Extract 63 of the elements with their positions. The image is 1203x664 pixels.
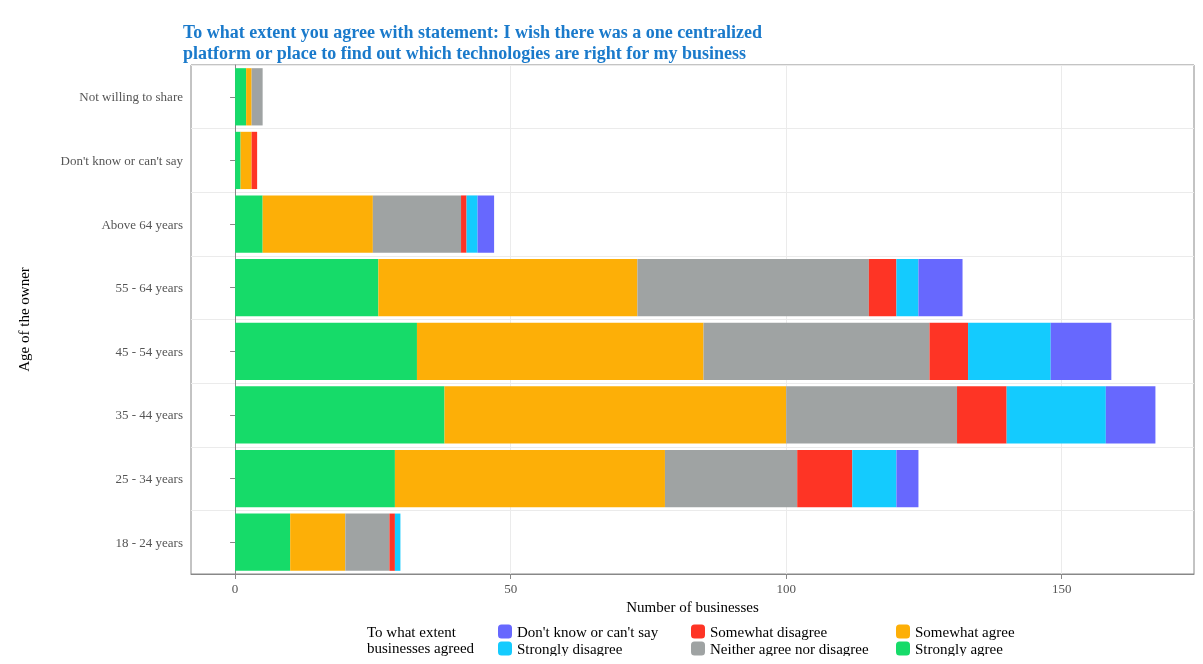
bar <box>372 195 462 253</box>
bar <box>235 322 417 380</box>
legend-label: Somewhat disagree <box>710 623 828 640</box>
x-tick-label: 0 <box>231 581 239 596</box>
x-tick-label: 100 <box>776 581 796 596</box>
bar <box>444 386 787 444</box>
bar <box>466 195 478 253</box>
y-axis-title: Age of the owner <box>15 267 32 372</box>
legend-label: Don't know or can't say <box>517 623 659 640</box>
bar <box>246 68 252 126</box>
bar <box>896 259 919 317</box>
y-tick-label: Above 64 years <box>101 216 183 232</box>
bar <box>918 259 963 317</box>
y-tick-label: 35 - 44 years <box>115 407 183 423</box>
bar <box>394 449 665 508</box>
bar <box>394 513 401 571</box>
y-tick-label: Not willing to share <box>79 89 184 105</box>
bar <box>1050 322 1112 380</box>
bar <box>896 449 919 508</box>
legend-label: Strongly agree <box>915 640 1004 657</box>
bar <box>703 322 930 380</box>
bar <box>664 449 798 508</box>
bar <box>235 449 395 508</box>
bar <box>235 68 247 126</box>
bar <box>868 259 897 317</box>
bar <box>235 131 241 190</box>
x-tick-label: 50 <box>504 581 518 596</box>
bar <box>251 131 258 190</box>
legend-label: Strongly disagree <box>517 640 623 657</box>
bar <box>389 513 395 571</box>
bar <box>290 513 346 571</box>
bar <box>461 195 467 253</box>
bar <box>235 386 445 444</box>
bar <box>378 259 638 317</box>
bar <box>929 322 969 380</box>
y-tick-label: 55 - 64 years <box>115 280 183 296</box>
y-tick-label: 18 - 24 years <box>115 534 183 550</box>
bar <box>637 259 869 317</box>
bar <box>240 131 252 190</box>
bar <box>345 513 390 571</box>
bar <box>957 386 1007 444</box>
bar <box>797 449 853 508</box>
bar <box>235 513 291 571</box>
bar <box>416 322 704 380</box>
y-tick-label: 45 - 54 years <box>115 343 183 359</box>
legend-title: To what extent businesses agreed <box>367 624 475 656</box>
bar <box>1006 386 1106 444</box>
legend-label: Neither agree nor disagree <box>710 640 870 657</box>
bar <box>251 68 263 126</box>
bar <box>852 449 897 508</box>
bar <box>262 195 373 253</box>
bar <box>786 386 958 444</box>
bar <box>1105 386 1156 444</box>
x-tick-label: 150 <box>1051 581 1072 596</box>
bar <box>235 259 379 317</box>
x-axis-title: Number of businesses <box>626 599 759 616</box>
chart-title: To what extent you agree with statement: I wish there was a one centralized platform or place to find out which technologies are right for my business <box>183 21 763 63</box>
legend-label: Somewhat agree <box>915 623 1015 640</box>
bar <box>477 195 495 253</box>
bar <box>968 322 1051 380</box>
bar <box>235 195 263 253</box>
y-tick-label: Don't know or can't say <box>60 152 184 168</box>
y-tick-label: 25 - 34 years <box>115 471 183 487</box>
